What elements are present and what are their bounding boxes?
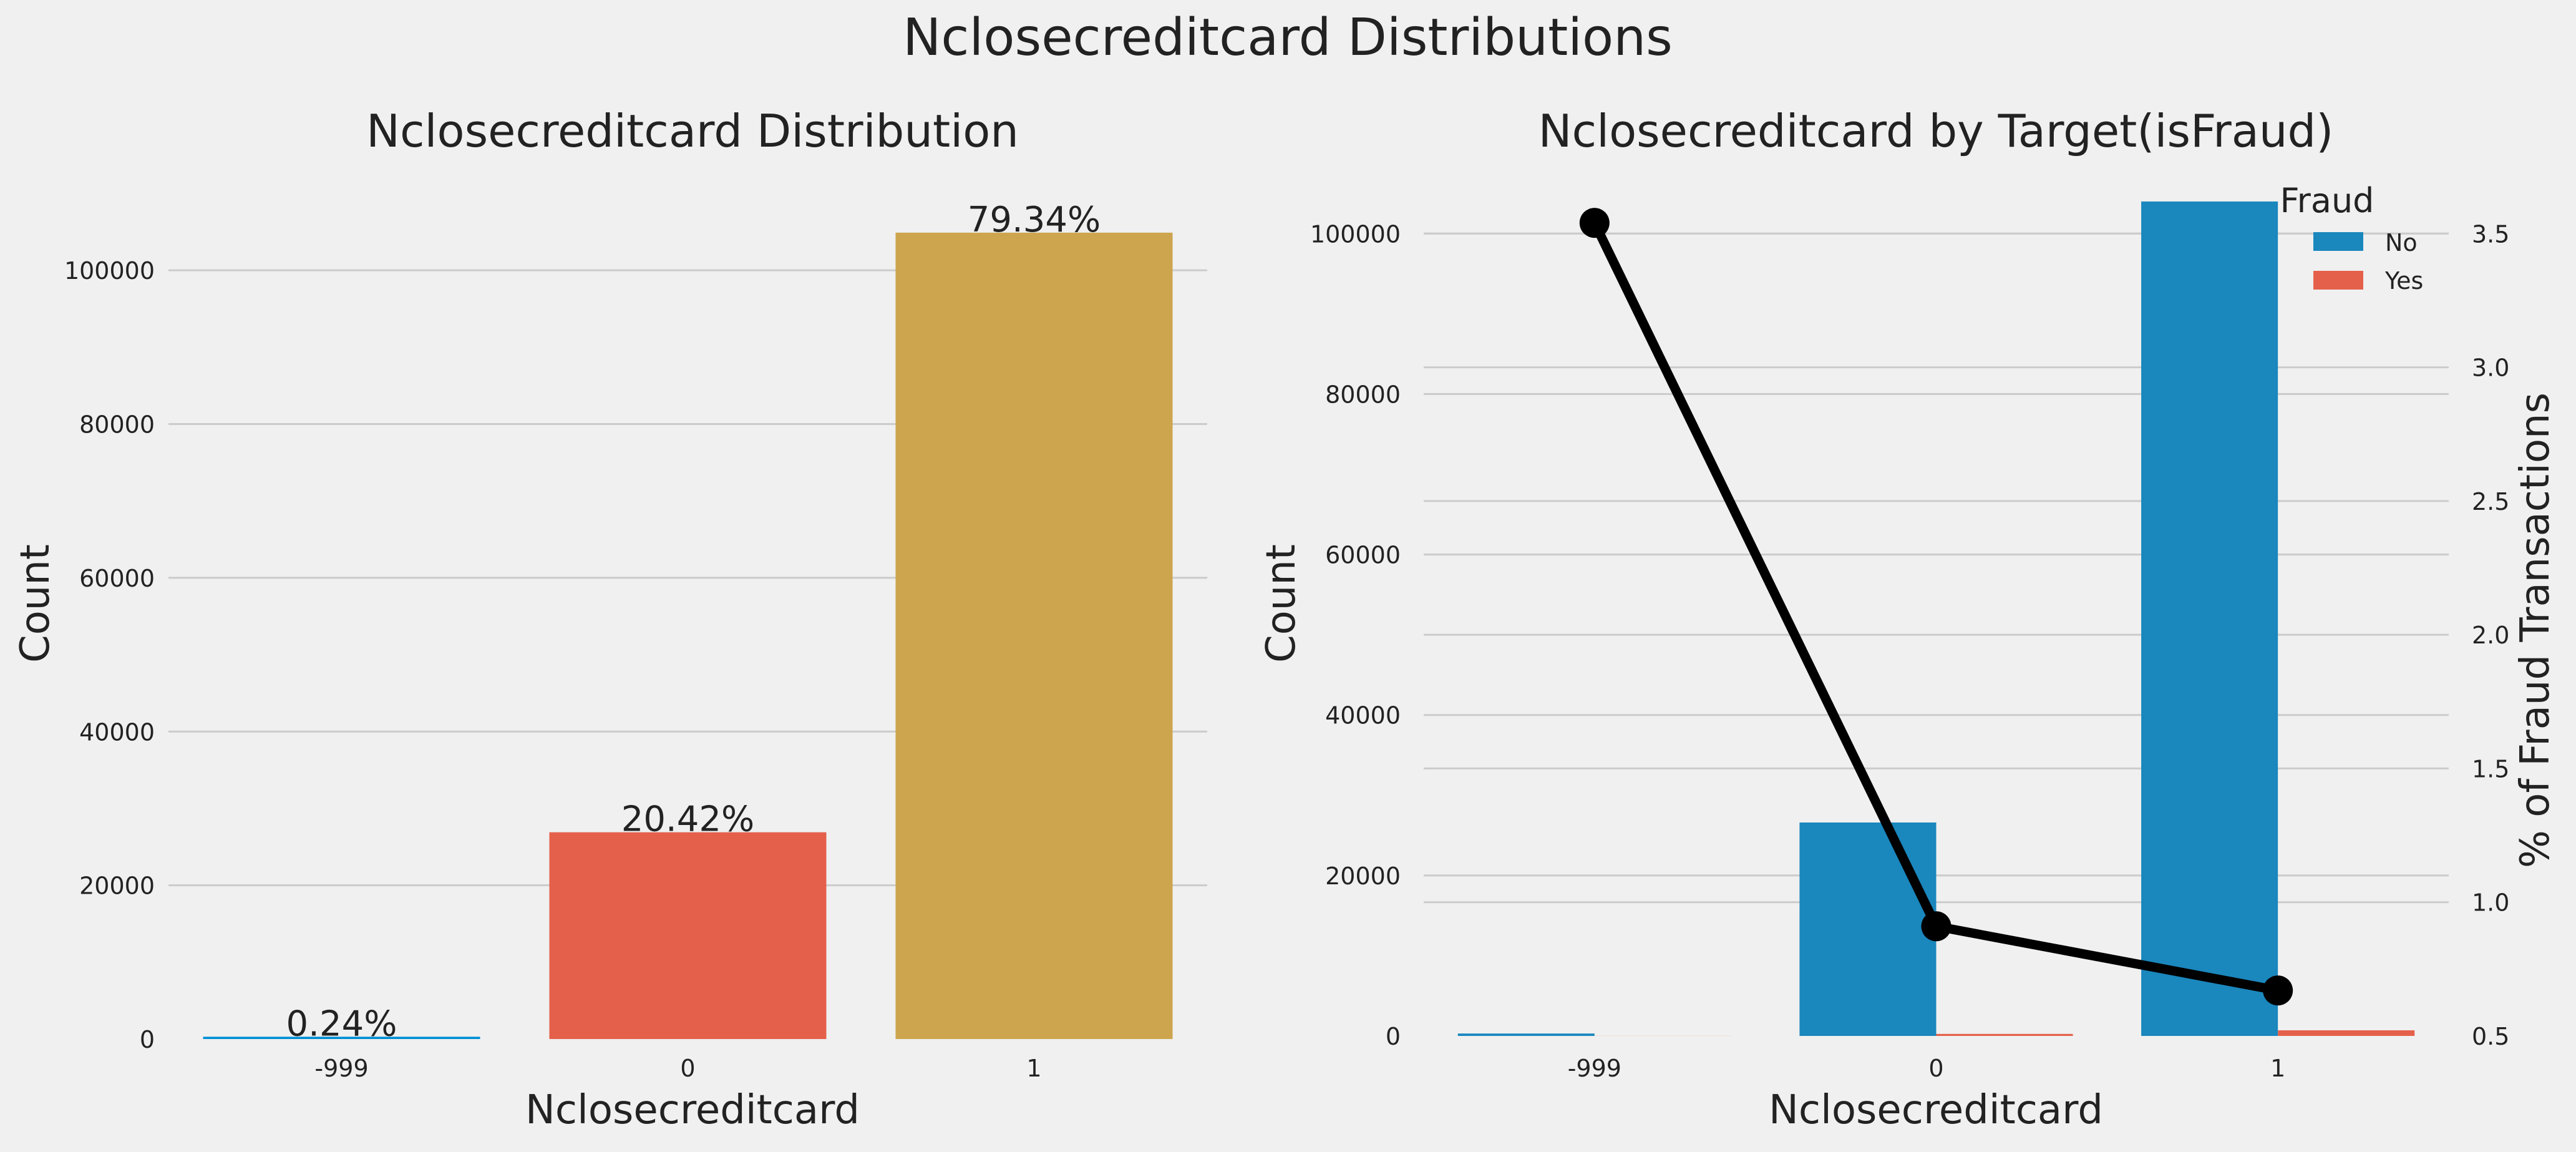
x-tick-label: -999 bbox=[314, 1055, 368, 1082]
y-tick-label: 0 bbox=[1386, 1023, 1401, 1050]
chart-title: Nclosecreditcard Distribution bbox=[366, 105, 1019, 157]
legend-swatch-yes bbox=[2313, 271, 2363, 290]
x-tick-label: 0 bbox=[680, 1055, 695, 1082]
x-ticks: -999 0 1 bbox=[1568, 1055, 2286, 1082]
legend-label-no: No bbox=[2385, 229, 2418, 256]
x-ticks: -999 0 1 bbox=[314, 1055, 1041, 1082]
y-tick-label-right: 3.5 bbox=[2472, 220, 2509, 248]
bar bbox=[549, 832, 827, 1039]
line-point bbox=[2263, 975, 2293, 1006]
line-point bbox=[1579, 208, 1610, 238]
y-tick-label: 0 bbox=[140, 1026, 155, 1053]
value-label: 79.34% bbox=[968, 200, 1101, 240]
y-axis-label-right: % of Fraud Transactions bbox=[2512, 393, 2559, 868]
y-tick-label: 100000 bbox=[64, 257, 155, 285]
bar-yes bbox=[2278, 1030, 2415, 1036]
x-tick-label: 1 bbox=[2270, 1055, 2285, 1082]
y-tick-label: 60000 bbox=[79, 565, 155, 592]
legend-title: Fraud bbox=[2280, 181, 2374, 220]
legend: Fraud No Yes bbox=[2280, 181, 2424, 295]
line-point bbox=[1921, 911, 1951, 942]
bar bbox=[895, 232, 1173, 1039]
y-axis-label: Count bbox=[1258, 544, 1305, 663]
x-axis-label: Nclosecreditcard bbox=[525, 1087, 860, 1133]
y-tick-label: 20000 bbox=[1325, 862, 1401, 890]
gridlines bbox=[1424, 232, 2449, 877]
y-tick-label: 100000 bbox=[1310, 220, 1401, 248]
bars bbox=[203, 232, 1173, 1039]
y-tick-label-right: 3.0 bbox=[2472, 354, 2509, 382]
x-tick-label: 1 bbox=[1026, 1055, 1041, 1082]
y-tick-label: 80000 bbox=[1325, 381, 1401, 408]
y-tick-label-right: 2.0 bbox=[2472, 622, 2509, 649]
value-label: 0.24% bbox=[286, 1003, 397, 1044]
bar bbox=[203, 1037, 480, 1039]
y-tick-label-right: 2.5 bbox=[2472, 488, 2509, 515]
figure-title: Nclosecreditcard Distributions bbox=[903, 8, 1673, 67]
y-axis-label: Count bbox=[12, 544, 59, 663]
fraud-rate-line bbox=[1579, 208, 2293, 1006]
bars bbox=[1457, 201, 2415, 1036]
y-tick-label: 40000 bbox=[1325, 702, 1401, 730]
value-label: 20.42% bbox=[621, 799, 755, 840]
y-ticks: 0 20000 40000 60000 80000 100000 bbox=[1310, 220, 1401, 1050]
chart-title: Nclosecreditcard by Target(isFraud) bbox=[1538, 105, 2334, 157]
y-ticks-right: 0.5 1.0 1.5 2.0 2.5 3.0 3.5 bbox=[2472, 220, 2509, 1050]
y-tick-label-right: 1.5 bbox=[2472, 755, 2509, 783]
x-axis-label: Nclosecreditcard bbox=[1769, 1087, 2103, 1133]
y-tick-label: 20000 bbox=[79, 872, 155, 900]
y-tick-label: 80000 bbox=[79, 411, 155, 439]
bar-no bbox=[2141, 201, 2278, 1036]
chart-distribution: Nclosecreditcard Distribution 0 20000 4000… bbox=[12, 105, 1207, 1133]
y-tick-label: 60000 bbox=[1325, 542, 1401, 569]
y-tick-label: 40000 bbox=[79, 718, 155, 746]
value-labels: 0.24% 20.42% 79.34% bbox=[286, 200, 1101, 1044]
y-tick-label-right: 0.5 bbox=[2472, 1023, 2509, 1050]
x-tick-label: -999 bbox=[1568, 1055, 1621, 1082]
legend-label-yes: Yes bbox=[2384, 267, 2423, 295]
y-ticks: 0 20000 40000 60000 80000 100000 bbox=[64, 257, 155, 1053]
bar-no bbox=[1457, 1033, 1595, 1036]
bar-no bbox=[1799, 823, 1937, 1036]
y-tick-label-right: 1.0 bbox=[2472, 889, 2509, 917]
bar-yes bbox=[1936, 1033, 2073, 1036]
gridlines-right bbox=[1424, 232, 2449, 904]
x-tick-label: 0 bbox=[1928, 1055, 1943, 1082]
chart-by-target: Nclosecreditcard by Target(isFraud) 0 200… bbox=[1258, 105, 2559, 1133]
legend-swatch-no bbox=[2313, 232, 2363, 251]
